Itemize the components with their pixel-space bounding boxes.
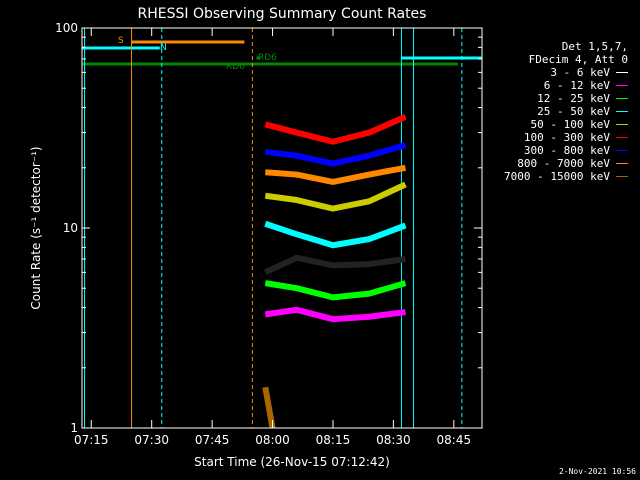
series-line [264,254,406,276]
legend-swatch [616,98,628,99]
legend-swatch [616,137,628,138]
flag-label: N [160,43,167,53]
legend-label: 3 - 6 keV [550,66,610,79]
y-tick-label: 10 [63,221,78,235]
x-axis-label: Start Time (26-Nov-15 07:12:42) [194,455,390,469]
legend-swatch [616,176,628,177]
legend-label: 800 - 7000 keV [517,157,610,170]
legend-entry: 12 - 25 keV [478,92,628,105]
x-tick-label: 08:45 [437,433,472,447]
legend-swatch [616,150,628,151]
legend-header-line-1: Det 1,5,7, [561,40,628,53]
legend-swatch [616,111,628,112]
chart-legend: Det 1,5,7, FDecim 4, Att 0 3 - 6 keV 6 - … [478,40,628,183]
legend-label: 6 - 12 keV [543,79,610,92]
legend-label: 7000 - 15000 keV [504,170,610,183]
x-tick-label: 07:15 [74,433,109,447]
x-tick-label: 08:30 [376,433,411,447]
legend-swatch [616,124,628,125]
series-line [264,142,407,167]
series-line [264,306,406,323]
flag-label: RD6 [258,53,277,63]
series-line [265,164,407,185]
legend-header-line-2: FDecim 4, Att 0 [528,53,628,66]
legend-swatch [616,163,628,164]
legend-label: 300 - 800 keV [523,144,610,157]
legend-entry: 3 - 6 keV [478,66,628,79]
legend-entry: 6 - 12 keV [478,79,628,92]
legend-entry: 800 - 7000 keV [478,157,628,170]
legend-label: 100 - 300 keV [523,131,610,144]
legend-label: 50 - 100 keV [530,118,610,131]
series-line [262,386,276,429]
legend-entry: 50 - 100 keV [478,118,628,131]
y-tick-label: 100 [55,21,78,35]
flag-label: RD6 [226,62,245,72]
legend-entry: 25 - 50 keV [478,105,628,118]
x-tick-label: 08:00 [255,433,290,447]
legend-entry: 100 - 300 keV [478,131,628,144]
legend-swatch [616,72,628,73]
legend-entry: 300 - 800 keV [478,144,628,157]
y-axis-label: Count Rate (s⁻¹ detector⁻¹) [29,146,43,309]
legend-label: 12 - 25 keV [537,92,610,105]
legend-label: 25 - 50 keV [537,105,610,118]
legend-swatch [616,85,628,86]
y-tick-label: 1 [70,421,78,435]
x-tick-label: 07:45 [195,433,230,447]
chart-title: RHESSI Observing Summary Count Rates [138,6,427,22]
x-tick-label: 08:15 [316,433,351,447]
series-line [264,280,407,301]
footer-timestamp: 2-Nov-2021 10:56 [558,467,636,476]
flag-label: S [118,36,124,46]
series-line [264,113,407,145]
legend-entry: 7000 - 15000 keV [478,170,628,183]
series-line [264,220,407,249]
series-line [264,181,407,212]
x-tick-label: 07:30 [134,433,169,447]
